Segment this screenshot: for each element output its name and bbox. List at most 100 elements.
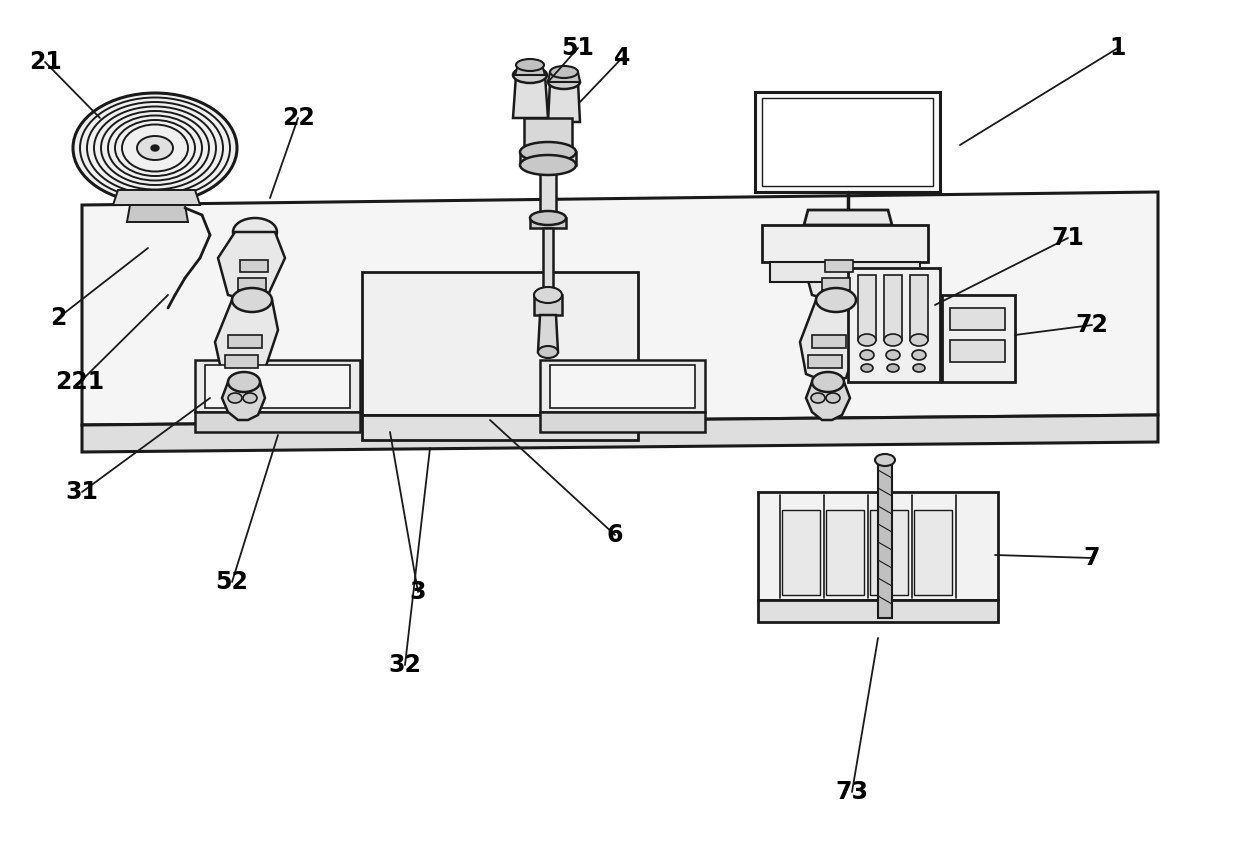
Text: 4: 4 [614,46,630,70]
Text: 7: 7 [1084,546,1100,570]
Polygon shape [513,75,548,118]
Polygon shape [804,210,892,225]
Polygon shape [215,300,278,382]
Polygon shape [950,340,1004,362]
Ellipse shape [887,350,900,360]
Ellipse shape [520,155,577,175]
Polygon shape [914,510,952,595]
Text: 31: 31 [66,480,98,504]
Polygon shape [539,360,706,412]
Polygon shape [551,365,694,408]
Polygon shape [538,315,558,352]
Ellipse shape [811,393,825,403]
Ellipse shape [534,287,562,303]
Ellipse shape [151,145,159,151]
Ellipse shape [529,211,565,225]
Polygon shape [822,278,849,290]
Text: 32: 32 [388,653,422,677]
Ellipse shape [861,364,873,372]
Polygon shape [800,300,862,382]
Ellipse shape [884,334,901,346]
Text: 3: 3 [409,580,427,604]
Ellipse shape [548,75,580,89]
Polygon shape [763,225,928,262]
Text: 71: 71 [1052,226,1085,250]
Polygon shape [770,262,920,282]
Polygon shape [806,382,849,420]
Polygon shape [758,492,998,600]
Polygon shape [755,92,940,192]
Ellipse shape [858,334,875,346]
Polygon shape [548,82,580,122]
Polygon shape [812,335,846,348]
Polygon shape [113,190,200,205]
Polygon shape [942,295,1016,382]
Ellipse shape [861,350,874,360]
Polygon shape [195,360,360,412]
Text: 1: 1 [1110,36,1126,60]
Polygon shape [884,275,901,340]
Text: 51: 51 [562,36,594,60]
Polygon shape [878,458,892,618]
Ellipse shape [887,364,899,372]
Polygon shape [539,295,556,308]
Polygon shape [763,98,932,186]
Polygon shape [222,382,265,420]
Polygon shape [825,260,853,272]
Polygon shape [910,275,928,340]
Polygon shape [808,355,842,368]
Polygon shape [548,72,580,82]
Text: 22: 22 [281,106,315,130]
Ellipse shape [911,350,926,360]
Ellipse shape [73,93,237,203]
Polygon shape [782,510,820,595]
Polygon shape [241,260,268,272]
Polygon shape [520,152,577,165]
Text: 6: 6 [606,523,624,547]
Ellipse shape [228,372,260,392]
Ellipse shape [232,288,272,312]
Polygon shape [539,165,556,218]
Polygon shape [362,415,639,440]
Ellipse shape [818,218,862,246]
Text: 2: 2 [50,306,66,330]
Polygon shape [802,232,870,300]
Polygon shape [529,218,565,228]
Polygon shape [224,355,258,368]
Ellipse shape [910,334,928,346]
Polygon shape [826,510,864,595]
Ellipse shape [228,393,242,403]
Ellipse shape [520,142,577,162]
Text: 73: 73 [836,780,868,804]
Polygon shape [82,192,1158,425]
Polygon shape [218,232,285,300]
Polygon shape [950,308,1004,330]
Text: 52: 52 [216,570,248,594]
Polygon shape [758,600,998,622]
Ellipse shape [233,218,277,246]
Polygon shape [82,415,1158,452]
Ellipse shape [875,454,895,466]
Ellipse shape [551,66,578,78]
Ellipse shape [816,288,856,312]
Polygon shape [126,205,188,222]
Polygon shape [525,118,572,152]
Polygon shape [534,295,562,315]
Ellipse shape [826,393,839,403]
Ellipse shape [243,393,257,403]
Polygon shape [870,510,908,595]
Ellipse shape [516,59,544,71]
Ellipse shape [538,346,558,358]
Polygon shape [848,268,940,382]
Polygon shape [539,412,706,432]
Polygon shape [205,365,350,408]
Polygon shape [238,278,267,290]
Ellipse shape [913,364,925,372]
Polygon shape [515,65,546,75]
Polygon shape [362,272,639,415]
Ellipse shape [513,67,547,83]
Ellipse shape [538,289,558,301]
Text: 221: 221 [56,370,104,394]
Polygon shape [858,275,875,340]
Polygon shape [543,228,553,295]
